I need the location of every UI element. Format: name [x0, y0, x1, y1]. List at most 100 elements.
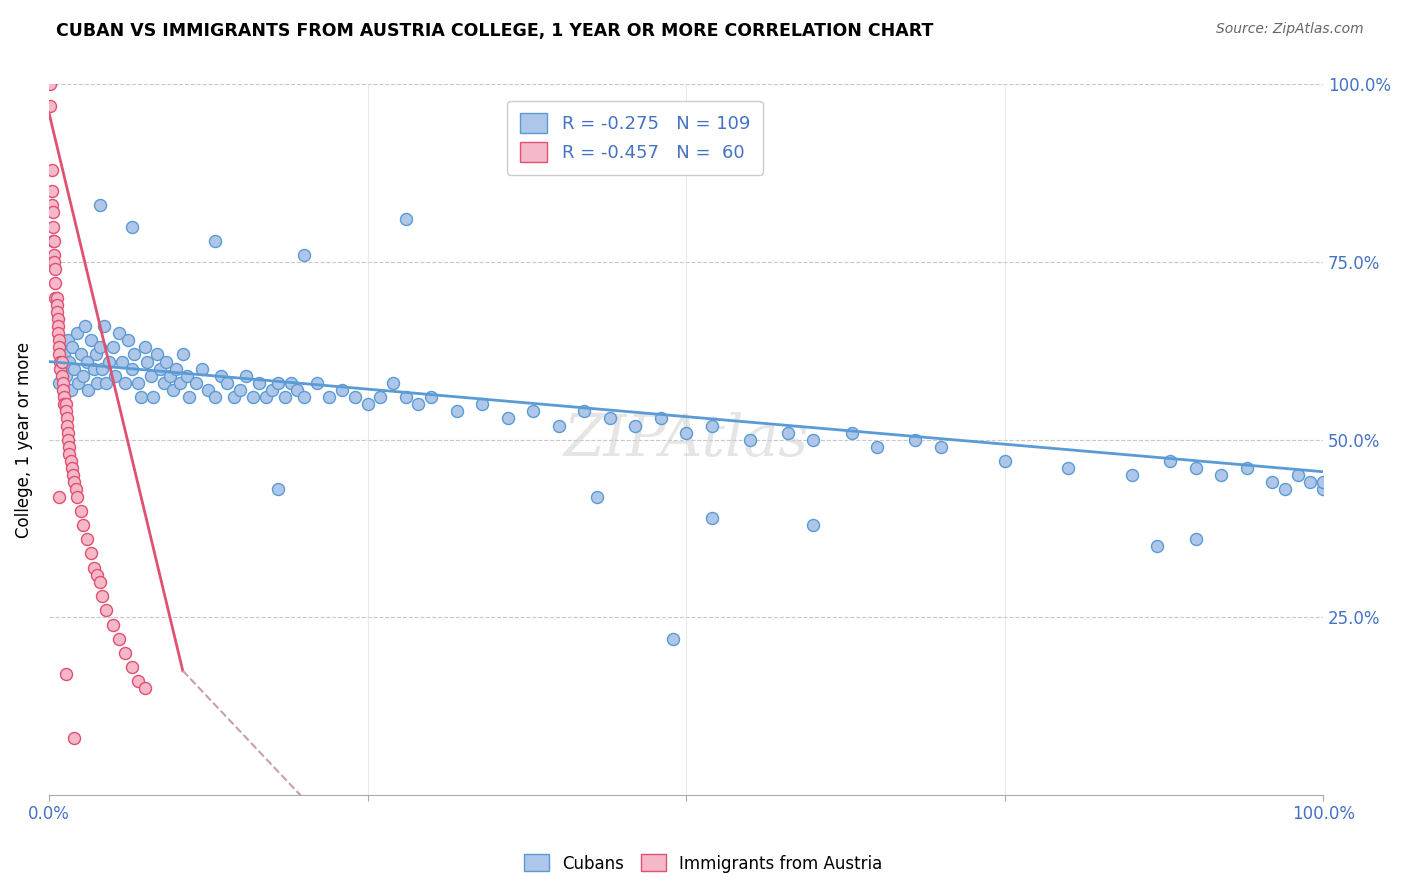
Point — [142, 390, 165, 404]
Point — [69, 347, 91, 361]
Point — [1261, 475, 1284, 490]
Point — [155, 354, 177, 368]
Point — [51, 361, 73, 376]
Point — [84, 347, 107, 361]
Point — [803, 433, 825, 447]
Point — [51, 368, 73, 383]
Point — [56, 425, 79, 440]
Point — [1312, 483, 1334, 497]
Point — [55, 397, 77, 411]
Point — [496, 411, 519, 425]
Point — [93, 319, 115, 334]
Point — [45, 298, 67, 312]
Point — [169, 376, 191, 390]
Point — [66, 490, 89, 504]
Point — [72, 368, 94, 383]
Point — [96, 603, 118, 617]
Point — [522, 404, 544, 418]
Point — [1236, 461, 1258, 475]
Point — [55, 667, 77, 681]
Text: ZIPAtlas: ZIPAtlas — [564, 411, 808, 468]
Point — [56, 418, 79, 433]
Point — [89, 198, 111, 212]
Point — [162, 383, 184, 397]
Point — [803, 518, 825, 533]
Point — [121, 219, 143, 234]
Point — [67, 376, 90, 390]
Point — [292, 248, 315, 262]
Point — [159, 368, 181, 383]
Point — [217, 376, 239, 390]
Point — [675, 425, 697, 440]
Point — [287, 383, 309, 397]
Point — [136, 354, 159, 368]
Point — [599, 411, 621, 425]
Point — [1211, 468, 1233, 483]
Point — [114, 646, 136, 660]
Point — [242, 390, 264, 404]
Point — [101, 617, 124, 632]
Point — [235, 368, 257, 383]
Point — [76, 533, 98, 547]
Point — [69, 504, 91, 518]
Point — [209, 368, 232, 383]
Point — [134, 340, 156, 354]
Point — [318, 390, 340, 404]
Point — [76, 354, 98, 368]
Point — [73, 319, 96, 334]
Point — [51, 354, 73, 368]
Point — [1299, 475, 1322, 490]
Point — [44, 277, 66, 291]
Point — [80, 333, 103, 347]
Point — [184, 376, 207, 390]
Point — [267, 483, 290, 497]
Point — [110, 354, 132, 368]
Point — [121, 660, 143, 674]
Point — [204, 390, 226, 404]
Point — [408, 397, 430, 411]
Point — [738, 433, 761, 447]
Point — [395, 390, 418, 404]
Point — [45, 291, 67, 305]
Point — [41, 198, 63, 212]
Point — [53, 347, 76, 361]
Point — [368, 390, 391, 404]
Point — [59, 454, 82, 468]
Point — [152, 376, 174, 390]
Point — [97, 354, 120, 368]
Point — [1121, 468, 1143, 483]
Point — [55, 368, 77, 383]
Point — [904, 433, 927, 447]
Point — [63, 731, 86, 746]
Point — [994, 454, 1017, 468]
Point — [108, 632, 131, 646]
Point — [127, 674, 149, 689]
Point — [129, 390, 152, 404]
Point — [1159, 454, 1181, 468]
Point — [66, 326, 89, 340]
Point — [52, 376, 75, 390]
Text: Source: ZipAtlas.com: Source: ZipAtlas.com — [1216, 22, 1364, 37]
Point — [700, 511, 723, 525]
Point — [127, 376, 149, 390]
Y-axis label: College, 1 year or more: College, 1 year or more — [15, 342, 32, 538]
Point — [267, 376, 290, 390]
Point — [395, 212, 418, 227]
Point — [134, 681, 156, 696]
Text: CUBAN VS IMMIGRANTS FROM AUSTRIA COLLEGE, 1 YEAR OR MORE CORRELATION CHART: CUBAN VS IMMIGRANTS FROM AUSTRIA COLLEGE… — [56, 22, 934, 40]
Point — [63, 361, 86, 376]
Point — [382, 376, 405, 390]
Point — [42, 219, 65, 234]
Point — [91, 589, 114, 603]
Point — [108, 326, 131, 340]
Point — [83, 361, 105, 376]
Point — [63, 475, 86, 490]
Point — [104, 368, 127, 383]
Point — [247, 376, 270, 390]
Point — [343, 390, 366, 404]
Point — [841, 425, 863, 440]
Point — [866, 440, 889, 454]
Legend: R = -0.275   N = 109, R = -0.457   N =  60: R = -0.275 N = 109, R = -0.457 N = 60 — [508, 101, 762, 175]
Point — [124, 347, 146, 361]
Point — [46, 326, 69, 340]
